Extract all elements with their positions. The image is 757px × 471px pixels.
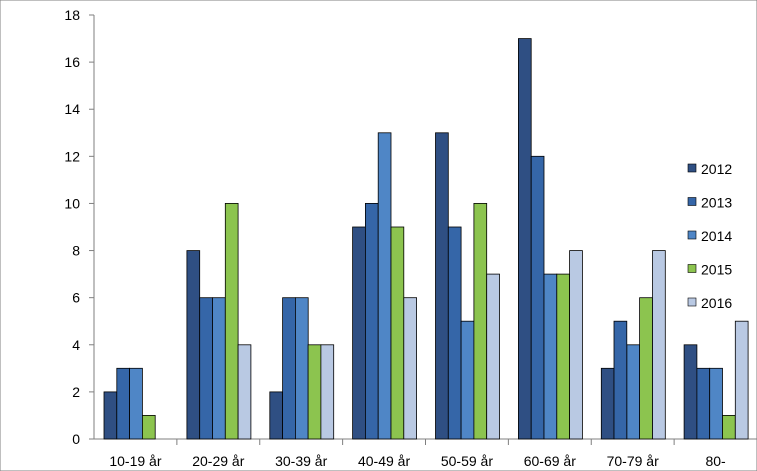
bar-2013-4 — [447, 226, 462, 440]
y-axis: 0 2 4 6 8 10 12 14 16 18 — [64, 7, 95, 447]
bar-2014-1 — [212, 297, 226, 440]
bar-2012-0 — [103, 391, 118, 440]
legend-label: 2014 — [701, 228, 732, 244]
y-tick-label: 0 — [72, 431, 80, 447]
bar-2015-3 — [390, 226, 405, 440]
bar-2012-6 — [600, 367, 615, 440]
y-tick-label: 2 — [72, 384, 80, 400]
bar-2015-5 — [556, 273, 570, 440]
bar-2012-1 — [186, 250, 201, 440]
legend-swatch — [687, 230, 697, 240]
y-tick-label: 4 — [72, 337, 80, 353]
bar-2016-1 — [237, 344, 252, 440]
bar-2013-0 — [116, 367, 131, 440]
bar-2014-3 — [377, 132, 392, 440]
y-tick-label: 16 — [64, 54, 80, 70]
x-tick-label: 80- — [705, 453, 726, 469]
bar-2013-7 — [696, 367, 711, 440]
y-tick-label: 6 — [72, 290, 80, 306]
bar-2012-4 — [435, 132, 449, 440]
legend: 2012 2013 2014 2015 2016 — [687, 161, 732, 311]
legend-label: 2016 — [701, 295, 732, 311]
y-tick-label: 18 — [64, 7, 80, 23]
bar-2014-0 — [129, 367, 143, 440]
legend-swatch — [687, 297, 697, 307]
legend-swatch — [687, 163, 697, 173]
bar-2016-4 — [486, 273, 500, 440]
bar-2015-2 — [307, 344, 322, 440]
legend-label: 2013 — [701, 195, 732, 211]
x-tick-label: 20-29 år — [192, 453, 244, 469]
bar-2012-7 — [683, 344, 698, 440]
legend-swatch — [687, 197, 697, 206]
bar-2013-5 — [530, 155, 545, 440]
bar-2014-5 — [543, 273, 558, 440]
x-tick-label: 60-69 år — [524, 453, 576, 469]
bar-2016-7 — [734, 320, 749, 440]
bar-2013-3 — [364, 202, 379, 440]
legend-label: 2015 — [701, 262, 732, 278]
bar-2016-2 — [320, 344, 335, 440]
legend-swatch — [687, 264, 697, 273]
bar-2013-6 — [613, 320, 628, 440]
bar-2012-5 — [518, 38, 532, 440]
legend-label: 2012 — [701, 161, 732, 177]
bar-2012-2 — [269, 391, 283, 440]
bar-2013-2 — [282, 297, 296, 440]
y-tick-label: 12 — [64, 148, 80, 164]
bar-2014-7 — [709, 367, 723, 440]
x-tick-label: 70-79 år — [607, 453, 659, 469]
bar-2013-1 — [199, 297, 213, 440]
bar-2016-3 — [403, 297, 417, 440]
bar-2014-2 — [294, 297, 309, 440]
bar-2015-6 — [639, 297, 653, 440]
bar-2015-0 — [141, 414, 156, 440]
y-tick-label: 10 — [64, 195, 80, 211]
bar-2014-6 — [626, 344, 641, 440]
bars — [103, 38, 749, 440]
y-tick-label: 8 — [72, 243, 80, 259]
bar-2016-5 — [569, 250, 583, 440]
bar-2014-4 — [460, 320, 475, 440]
bar-2016-6 — [652, 250, 666, 440]
y-tick-label: 14 — [64, 101, 80, 117]
bar-2015-1 — [224, 202, 239, 440]
x-tick-label: 50-59 år — [441, 453, 493, 469]
bar-2015-7 — [722, 414, 736, 440]
x-tick-label: 40-49 år — [358, 453, 410, 469]
x-tick-label: 10-19 år — [109, 453, 161, 469]
bar-2012-3 — [352, 226, 366, 440]
x-tick-label: 30-39 år — [275, 453, 327, 469]
bar-2015-4 — [473, 202, 488, 440]
